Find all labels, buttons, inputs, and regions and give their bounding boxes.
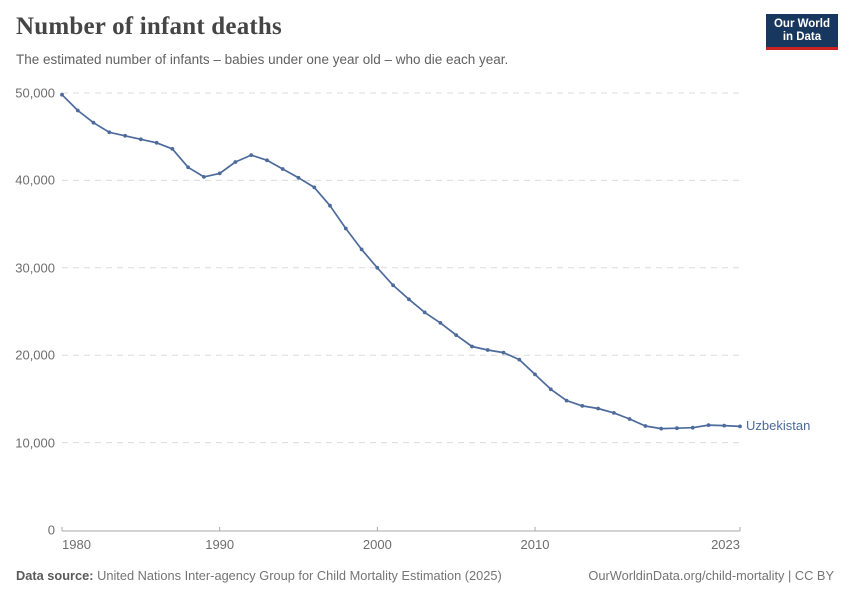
data-point-1984 [123,133,127,138]
data-point-1988 [186,165,191,170]
data-point-1981 [75,108,80,113]
x-tick-label-1980: 1980 [62,537,91,552]
data-point-2020 [690,425,695,430]
data-point-1980 [60,92,64,97]
y-tick-label-10000: 10,000 [15,435,55,451]
data-point-2021 [706,423,711,427]
data-point-1993 [265,158,269,163]
data-point-1995 [296,175,301,180]
data-point-1998 [343,226,348,231]
data-point-2013 [580,404,585,408]
uzbekistan-line [61,93,741,430]
y-tick-label-20000: 20,000 [15,347,55,363]
data-point-2001 [391,283,395,288]
x-tick-label-2010: 2010 [520,537,550,552]
data-point-2018 [659,426,664,431]
data-point-1983 [107,130,112,135]
data-point-2004 [438,321,443,325]
data-point-2005 [454,333,459,337]
chart-subtitle: The estimated number of infants – babies… [16,52,509,67]
data-point-1996 [312,185,317,190]
data-point-2008 [501,350,506,355]
data-point-2002 [407,297,411,302]
y-tick-label-0: 0 [47,522,55,538]
x-tick-label-2000: 2000 [362,537,392,552]
data-source-note: Data source: United Nations Inter-agency… [16,568,502,583]
x-tick-label-1990: 1990 [205,537,235,552]
data-point-2023 [738,424,742,429]
data-point-1990 [217,171,222,176]
data-point-1989 [202,175,206,179]
data-point-2014 [596,406,600,411]
data-point-2007 [485,348,490,352]
data-point-2016 [627,417,632,421]
data-point-1994 [280,167,285,171]
data-point-1982 [91,120,96,125]
data-point-2006 [470,344,474,349]
data-point-2010 [533,372,537,377]
data-point-2011 [548,387,553,392]
y-tick-label-30000: 30,000 [15,260,55,276]
owid-logo[interactable]: Our World in Data [765,14,838,50]
data-point-2019 [675,426,679,431]
chart-footer: Data source: United Nations Inter-agency… [16,568,834,583]
data-point-2015 [612,411,616,415]
y-tick-label-50000: 50,000 [15,85,55,101]
data-source-value: United Nations Inter-agency Group for Ch… [93,568,502,583]
data-point-1986 [154,140,159,145]
data-point-2009 [517,357,522,362]
owid-logo-line1: Our World [773,18,830,30]
y-tick-label-40000: 40,000 [15,172,55,188]
data-point-1985 [138,137,143,142]
data-point-1997 [328,203,332,208]
data-point-1999 [359,247,364,252]
data-source-label: Data source: [16,568,94,583]
series-label-uzbekistan[interactable]: Uzbekistan [746,418,811,434]
owid-url-link[interactable]: OurWorldinData.org/child-mortality | CC … [588,568,834,583]
data-point-1992 [249,153,254,158]
data-point-2017 [643,424,648,428]
data-point-2022 [722,423,727,428]
data-point-1987 [170,147,175,151]
data-point-2000 [375,265,380,270]
owid-logo-line2: in Data [782,31,822,43]
page-title: Number of infant deaths [16,13,282,40]
data-point-2003 [422,310,427,315]
data-point-2012 [564,398,569,403]
data-point-1991 [233,160,238,164]
x-tick-label-2023: 2023 [711,537,740,552]
